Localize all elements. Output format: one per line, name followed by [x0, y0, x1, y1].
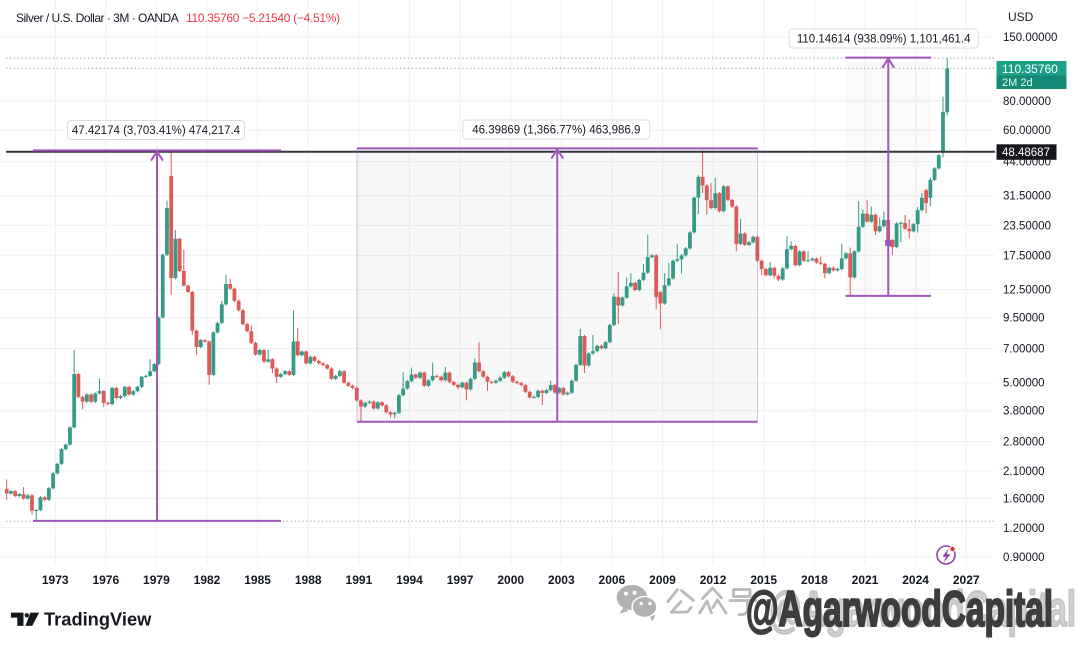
svg-text:3.80000: 3.80000	[1003, 406, 1045, 418]
svg-text:17.50000: 17.50000	[1003, 250, 1051, 262]
svg-text:USD: USD	[1008, 10, 1034, 24]
svg-text:2M 2d: 2M 2d	[1002, 77, 1033, 89]
svg-text:1991: 1991	[346, 573, 373, 587]
svg-text:110.14614 (938.09%) 1,101,461.: 110.14614 (938.09%) 1,101,461.4	[797, 34, 971, 46]
svg-text:60.00000: 60.00000	[1003, 125, 1051, 137]
svg-text:1.60000: 1.60000	[1003, 494, 1045, 506]
svg-text:0.90000: 0.90000	[1003, 552, 1045, 564]
svg-text:2006: 2006	[599, 573, 626, 587]
svg-text:1994: 1994	[396, 573, 423, 587]
svg-text:48.48687: 48.48687	[1002, 147, 1050, 159]
svg-text:110.35760: 110.35760	[1002, 62, 1058, 76]
svg-text:2.80000: 2.80000	[1003, 437, 1045, 449]
svg-text:Silver / U.S. Dollar · 3M · OA: Silver / U.S. Dollar · 3M · OANDA	[16, 11, 179, 25]
svg-text:1979: 1979	[143, 573, 170, 587]
svg-text:47.42174 (3,703.41%) 474,217.4: 47.42174 (3,703.41%) 474,217.4	[72, 125, 241, 137]
svg-text:1976: 1976	[92, 573, 119, 587]
svg-text:1973: 1973	[42, 573, 69, 587]
svg-text:1982: 1982	[194, 573, 221, 587]
svg-text:9.50000: 9.50000	[1003, 313, 1045, 325]
svg-text:1.20000: 1.20000	[1003, 523, 1045, 535]
svg-text:1997: 1997	[447, 573, 474, 587]
svg-text:110.35760 −5.21540 (−4.51%): 110.35760 −5.21540 (−4.51%)	[186, 11, 340, 25]
svg-text:2009: 2009	[649, 573, 676, 587]
svg-text:TradingView: TradingView	[44, 609, 152, 630]
svg-text:2000: 2000	[497, 573, 524, 587]
svg-text:46.39869 (1,366.77%) 463,986.9: 46.39869 (1,366.77%) 463,986.9	[472, 125, 640, 137]
svg-text:2012: 2012	[700, 573, 727, 587]
svg-text:80.00000: 80.00000	[1003, 96, 1051, 108]
svg-text:@AgarwoodCapital: @AgarwoodCapital	[746, 582, 1053, 637]
svg-text:2.10000: 2.10000	[1003, 466, 1045, 478]
svg-text:2018: 2018	[801, 573, 828, 587]
svg-text:150.00000: 150.00000	[1003, 32, 1057, 44]
svg-text:2003: 2003	[548, 573, 575, 587]
svg-text:7.00000: 7.00000	[1003, 344, 1045, 356]
svg-text:@AgarwoodCapital: @AgarwoodCapital	[769, 582, 1076, 637]
svg-text:31.50000: 31.50000	[1003, 191, 1051, 203]
svg-text:12.50000: 12.50000	[1003, 285, 1051, 297]
svg-text:1985: 1985	[244, 573, 271, 587]
svg-text:2015: 2015	[750, 573, 777, 587]
svg-text:1988: 1988	[295, 573, 322, 587]
svg-text:23.50000: 23.50000	[1003, 220, 1051, 232]
svg-text:5.00000: 5.00000	[1003, 378, 1045, 390]
svg-text:2024: 2024	[902, 573, 929, 587]
svg-text:2021: 2021	[852, 573, 879, 587]
svg-text:2027: 2027	[953, 573, 980, 587]
